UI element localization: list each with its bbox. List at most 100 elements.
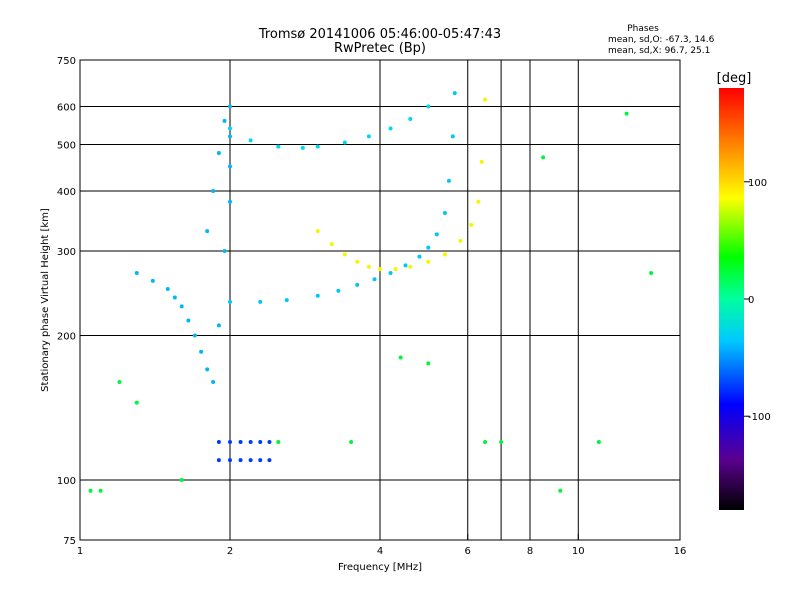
data-point: [192, 333, 197, 338]
data-point: [248, 440, 253, 445]
y-tick-label: 600: [57, 103, 76, 114]
data-point: [483, 440, 488, 445]
data-point: [276, 144, 281, 149]
y-tick-label: 500: [57, 141, 76, 152]
data-point: [541, 155, 546, 160]
data-point: [216, 151, 221, 156]
phases-line2: mean, sd,X: 96.7, 25.1: [608, 46, 710, 56]
title-line2: RwPretec (Bp): [334, 41, 426, 56]
data-point: [476, 199, 481, 204]
data-point: [276, 440, 281, 445]
data-point: [248, 138, 253, 143]
data-point: [315, 293, 320, 298]
data-point: [596, 440, 601, 445]
y-tick-label: 200: [57, 332, 76, 343]
data-point: [205, 229, 210, 234]
x-ticks: 1 2 4 6 8 10 16: [77, 534, 687, 557]
x-tick-label: 10: [572, 546, 585, 557]
data-point: [378, 267, 382, 272]
y-ticks: 75 100 200 300 400 500 600 750: [57, 56, 86, 547]
data-point: [408, 117, 413, 122]
data-point: [228, 458, 232, 463]
data-point: [355, 259, 360, 264]
data-point: [98, 488, 103, 493]
data-point: [417, 254, 422, 259]
data-point: [248, 458, 253, 463]
data-point: [205, 367, 210, 372]
data-point: [134, 400, 139, 405]
data-point: [388, 270, 393, 275]
data-point: [300, 145, 305, 150]
data-points: [88, 91, 654, 493]
data-point: [458, 238, 463, 243]
data-point: [150, 278, 155, 283]
data-point: [398, 355, 403, 360]
data-point: [426, 104, 431, 109]
data-point: [228, 134, 232, 139]
x-tick-label: 16: [674, 546, 687, 557]
data-point: [211, 189, 216, 194]
data-point: [434, 232, 439, 237]
data-point: [329, 242, 334, 247]
data-point: [442, 211, 447, 216]
data-point: [179, 304, 184, 309]
title-line1: Tromsø 20141006 05:46:00-05:47:43: [258, 27, 501, 42]
y-tick-label: 400: [57, 187, 76, 198]
data-point: [426, 245, 431, 250]
colorbar-tick-label: 0: [748, 295, 754, 306]
colorbar-ticks: 100 0 -100: [744, 178, 771, 423]
data-point: [388, 126, 393, 131]
phases-title: Phases: [627, 24, 659, 34]
data-point: [228, 164, 232, 169]
data-point: [393, 267, 398, 272]
data-point: [117, 380, 122, 385]
data-point: [649, 270, 654, 275]
y-tick-label: 300: [57, 247, 76, 258]
data-point: [222, 118, 227, 123]
data-point: [315, 144, 320, 149]
data-point: [403, 263, 408, 268]
data-point: [199, 349, 204, 354]
data-point: [165, 287, 170, 292]
data-point: [284, 298, 289, 303]
data-point: [211, 380, 216, 385]
data-point: [450, 134, 455, 139]
x-tick-label: 4: [377, 546, 383, 557]
x-tick-label: 8: [527, 546, 533, 557]
data-point: [228, 299, 232, 304]
data-point: [342, 252, 347, 257]
data-point: [258, 440, 263, 445]
data-point: [216, 440, 221, 445]
data-point: [366, 134, 371, 139]
data-point: [134, 270, 139, 275]
data-point: [228, 126, 232, 131]
data-point: [267, 458, 272, 463]
data-point: [222, 249, 227, 254]
data-point: [238, 458, 243, 463]
data-point: [426, 361, 431, 366]
x-tick-label: 2: [227, 546, 233, 557]
data-point: [228, 104, 232, 109]
data-point: [186, 318, 191, 323]
colorbar: [719, 88, 744, 510]
data-point: [336, 288, 341, 293]
x-tick-label: 6: [465, 546, 471, 557]
data-point: [342, 140, 347, 145]
colorbar-tick-label: 100: [748, 178, 767, 189]
grid: [80, 60, 680, 540]
data-point: [228, 440, 232, 445]
y-tick-label: 100: [57, 476, 76, 487]
data-point: [238, 440, 243, 445]
data-point: [408, 264, 413, 269]
phases-line1: mean, sd,O: -67.3, 14.6: [608, 35, 715, 45]
data-point: [258, 458, 263, 463]
data-point: [483, 97, 488, 102]
data-point: [228, 199, 232, 204]
data-point: [88, 488, 93, 493]
data-point: [442, 252, 447, 257]
data-point: [479, 159, 484, 164]
data-point: [216, 458, 221, 463]
x-tick-label: 1: [77, 546, 83, 557]
data-point: [469, 222, 474, 227]
